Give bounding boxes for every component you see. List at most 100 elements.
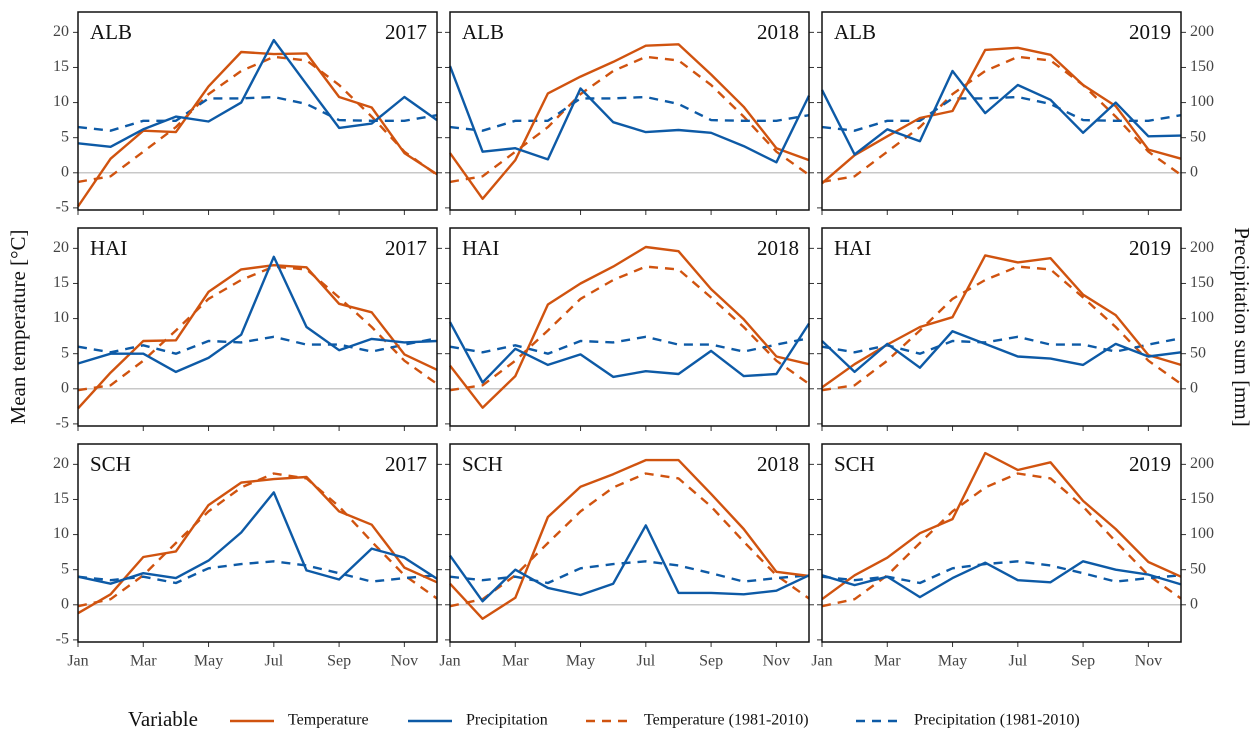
series-line [821,95,1182,132]
series-line [449,43,810,200]
panel-year: 2017 [385,452,427,476]
series-line [449,245,810,409]
y-tick-label: 15 [53,274,69,291]
x-tick-label: Nov [763,653,791,670]
panel-year: 2019 [1129,20,1171,44]
panel-frame [821,443,1182,643]
panel-site: SCH [90,452,131,476]
y2-tick-label: 200 [1190,23,1214,40]
series-line [449,265,810,392]
panel-frame [449,443,810,643]
series-line [821,265,1182,392]
series-line [821,55,1182,184]
y-tick-label: 5 [61,560,69,577]
series-line [77,55,438,184]
y-tick-label: 0 [61,163,69,180]
y2-axis-label: Precipitation sum [mm] [1230,227,1254,426]
x-tick-label: Nov [1135,653,1163,670]
legend-label: Temperature (1981-2010) [644,712,809,729]
series-line [821,330,1182,374]
panel-frame [77,11,438,211]
panel-year: 2019 [1129,236,1171,260]
series-line [821,46,1182,185]
y-tick-label: 5 [61,344,69,361]
series-line [77,264,438,410]
panel-year: 2018 [757,236,799,260]
y2-tick-label: 0 [1190,163,1198,180]
y2-tick-label: 150 [1190,58,1214,75]
series-line [821,451,1182,601]
panel-frame [449,11,810,211]
y2-tick-label: 200 [1190,239,1214,256]
series-line [77,475,438,615]
panel-site: HAI [834,236,871,260]
panel-year: 2018 [757,452,799,476]
x-tick-label: Jan [67,653,88,670]
y-tick-label: 15 [53,490,69,507]
x-tick-label: Jul [1008,653,1027,670]
series-line [77,491,438,585]
series-line [77,265,438,392]
y2-tick-label: 50 [1190,128,1206,145]
y-tick-label: 10 [53,525,69,542]
x-tick-label: May [194,653,223,670]
panel-site: ALB [462,20,504,44]
y-tick-label: -5 [56,415,69,432]
panel-frame [77,443,438,643]
panel-frame [77,227,438,427]
panel-site: HAI [90,236,127,260]
x-tick-label: May [566,653,595,670]
x-tick-label: Mar [874,653,901,670]
series-line [449,95,810,132]
legend-label: Precipitation [466,712,548,729]
y2-tick-label: 50 [1190,560,1206,577]
panel-site: SCH [462,452,503,476]
series-line [449,524,810,603]
panel-site: HAI [462,236,499,260]
panel-year: 2018 [757,20,799,44]
panel-frame [821,11,1182,211]
x-tick-label: Sep [699,653,723,670]
series-line [77,335,438,355]
series-line [449,458,810,620]
y-axis-label: Mean temperature [°C] [6,230,30,425]
y-tick-label: 10 [53,93,69,110]
legend-label: Temperature [288,712,369,729]
y2-tick-label: 0 [1190,379,1198,396]
y-tick-label: 5 [61,128,69,145]
y-tick-label: 0 [61,379,69,396]
y2-tick-label: 100 [1190,93,1214,110]
series-line [449,55,810,184]
series-line [77,472,438,608]
series-line [821,560,1182,599]
legend-title: Variable [128,707,198,731]
series-line [821,335,1182,355]
x-tick-label: Jan [439,653,460,670]
x-tick-label: Mar [502,653,529,670]
series-line [821,560,1182,585]
series-line [449,560,810,585]
legend-label: Precipitation (1981-2010) [914,712,1080,729]
series-line [77,50,438,208]
panel-site: ALB [834,20,876,44]
series-line [821,254,1182,389]
y-tick-label: -5 [56,631,69,648]
panel-site: SCH [834,452,875,476]
series-line [77,560,438,585]
series-line [448,321,811,384]
y2-tick-label: 200 [1190,455,1214,472]
x-tick-label: Sep [1071,653,1095,670]
y-tick-label: 0 [61,595,69,612]
panel-frame [449,227,810,427]
y-tick-label: -5 [56,199,69,216]
series-line [820,69,1182,156]
panel-site: ALB [90,20,132,44]
y2-tick-label: 150 [1190,274,1214,291]
panel-year: 2017 [385,20,427,44]
y-tick-label: 20 [53,455,69,472]
panel-year: 2019 [1129,452,1171,476]
series-line [77,38,438,148]
y-tick-label: 20 [53,239,69,256]
panel-frame [821,227,1182,427]
